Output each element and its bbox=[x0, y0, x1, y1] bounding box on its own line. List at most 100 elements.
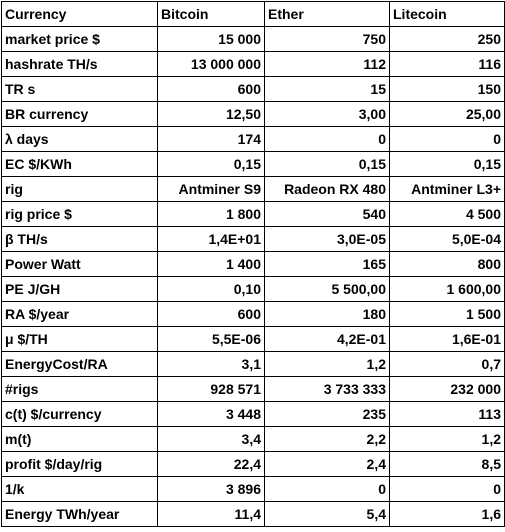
row-label-cell[interactable]: 1/k bbox=[1, 476, 158, 502]
value-cell[interactable]: 3,00 bbox=[264, 101, 390, 127]
value-cell[interactable]: 928 571 bbox=[157, 376, 265, 402]
value-cell[interactable]: 600 bbox=[157, 301, 265, 327]
value-cell[interactable]: 1 500 bbox=[389, 301, 505, 327]
value-cell[interactable]: 11,4 bbox=[157, 501, 265, 527]
value-cell[interactable]: 0 bbox=[389, 476, 505, 502]
value-cell[interactable]: 3,1 bbox=[157, 351, 265, 377]
value-cell[interactable]: 25,00 bbox=[389, 101, 505, 127]
value-cell[interactable]: 13 000 000 bbox=[157, 51, 265, 77]
value-cell[interactable]: 5,0E-04 bbox=[389, 226, 505, 252]
table-row: TR s 600 15 150 bbox=[1, 76, 505, 102]
value-cell[interactable]: 1 400 bbox=[157, 251, 265, 277]
table-row: β TH/s 1,4E+01 3,0E-05 5,0E-04 bbox=[1, 226, 505, 252]
value-cell[interactable]: Antminer L3+ bbox=[389, 176, 505, 202]
table-row: 1/k 3 896 0 0 bbox=[1, 476, 505, 502]
value-cell[interactable]: 180 bbox=[264, 301, 390, 327]
value-cell[interactable]: 22,4 bbox=[157, 451, 265, 477]
value-cell[interactable]: 3 896 bbox=[157, 476, 265, 502]
table-row: λ days 174 0 0 bbox=[1, 126, 505, 152]
row-label-cell[interactable]: rig price $ bbox=[1, 201, 158, 227]
row-label-cell[interactable]: PE J/GH bbox=[1, 276, 158, 302]
row-label-cell[interactable]: profit $/day/rig bbox=[1, 451, 158, 477]
row-label-cell[interactable]: μ $/TH bbox=[1, 326, 158, 352]
value-cell[interactable]: 12,50 bbox=[157, 101, 265, 127]
value-cell[interactable]: 8,5 bbox=[389, 451, 505, 477]
value-cell[interactable]: 0,10 bbox=[157, 276, 265, 302]
table-row: Energy TWh/year 11,4 5,4 1,6 bbox=[1, 501, 505, 527]
table-row: profit $/day/rig 22,4 2,4 8,5 bbox=[1, 451, 505, 477]
header-row: Currency Bitcoin Ether Litecoin bbox=[1, 1, 505, 27]
row-label-cell[interactable]: m(t) bbox=[1, 426, 158, 452]
header-cell-currency[interactable]: Currency bbox=[1, 1, 158, 27]
value-cell[interactable]: 15 bbox=[264, 76, 390, 102]
value-cell[interactable]: 2,2 bbox=[264, 426, 390, 452]
row-label-cell[interactable]: hashrate TH/s bbox=[1, 51, 158, 77]
value-cell[interactable]: 0 bbox=[264, 126, 390, 152]
table-row: RA $/year 600 180 1 500 bbox=[1, 301, 505, 327]
value-cell[interactable]: 750 bbox=[264, 26, 390, 52]
value-cell[interactable]: 800 bbox=[389, 251, 505, 277]
value-cell[interactable]: 2,4 bbox=[264, 451, 390, 477]
value-cell[interactable]: 0,7 bbox=[389, 351, 505, 377]
value-cell[interactable]: Antminer S9 bbox=[157, 176, 265, 202]
row-label-cell[interactable]: market price $ bbox=[1, 26, 158, 52]
value-cell[interactable]: 3,0E-05 bbox=[264, 226, 390, 252]
value-cell[interactable]: 5,4 bbox=[264, 501, 390, 527]
table-row: BR currency 12,50 3,00 25,00 bbox=[1, 101, 505, 127]
row-label-cell[interactable]: Power Watt bbox=[1, 251, 158, 277]
value-cell[interactable]: 150 bbox=[389, 76, 505, 102]
header-cell-litecoin[interactable]: Litecoin bbox=[389, 1, 505, 27]
value-cell[interactable]: 4 500 bbox=[389, 201, 505, 227]
row-label-cell[interactable]: EC $/KWh bbox=[1, 151, 158, 177]
row-label-cell[interactable]: EnergyCost/RA bbox=[1, 351, 158, 377]
row-label-cell[interactable]: Energy TWh/year bbox=[1, 501, 158, 527]
value-cell[interactable]: 0,15 bbox=[389, 151, 505, 177]
row-label-cell[interactable]: #rigs bbox=[1, 376, 158, 402]
value-cell[interactable]: 1 800 bbox=[157, 201, 265, 227]
table-row: rig Antminer S9 Radeon RX 480 Antminer L3+ bbox=[1, 176, 505, 202]
value-cell[interactable]: 232 000 bbox=[389, 376, 505, 402]
value-cell[interactable]: 0,15 bbox=[264, 151, 390, 177]
value-cell[interactable]: 1,2 bbox=[389, 426, 505, 452]
table-row: PE J/GH 0,10 5 500,00 1 600,00 bbox=[1, 276, 505, 302]
row-label-cell[interactable]: β TH/s bbox=[1, 226, 158, 252]
value-cell[interactable]: Radeon RX 480 bbox=[264, 176, 390, 202]
value-cell[interactable]: 112 bbox=[264, 51, 390, 77]
header-cell-bitcoin[interactable]: Bitcoin bbox=[157, 1, 265, 27]
value-cell[interactable]: 600 bbox=[157, 76, 265, 102]
table-row: c(t) $/currency 3 448 235 113 bbox=[1, 401, 505, 427]
value-cell[interactable]: 4,2E-01 bbox=[264, 326, 390, 352]
value-cell[interactable]: 5,5E-06 bbox=[157, 326, 265, 352]
value-cell[interactable]: 1,4E+01 bbox=[157, 226, 265, 252]
value-cell[interactable]: 116 bbox=[389, 51, 505, 77]
value-cell[interactable]: 165 bbox=[264, 251, 390, 277]
value-cell[interactable]: 3,4 bbox=[157, 426, 265, 452]
value-cell[interactable]: 0 bbox=[264, 476, 390, 502]
value-cell[interactable]: 0,15 bbox=[157, 151, 265, 177]
value-cell[interactable]: 235 bbox=[264, 401, 390, 427]
table-row: EC $/KWh 0,15 0,15 0,15 bbox=[1, 151, 505, 177]
value-cell[interactable]: 0 bbox=[389, 126, 505, 152]
row-label-cell[interactable]: λ days bbox=[1, 126, 158, 152]
row-label-cell[interactable]: TR s bbox=[1, 76, 158, 102]
row-label-cell[interactable]: rig bbox=[1, 176, 158, 202]
value-cell[interactable]: 1,6E-01 bbox=[389, 326, 505, 352]
value-cell[interactable]: 3 448 bbox=[157, 401, 265, 427]
row-label-cell[interactable]: RA $/year bbox=[1, 301, 158, 327]
value-cell[interactable]: 1,6 bbox=[389, 501, 505, 527]
value-cell[interactable]: 3 733 333 bbox=[264, 376, 390, 402]
value-cell[interactable]: 250 bbox=[389, 26, 505, 52]
value-cell[interactable]: 1 600,00 bbox=[389, 276, 505, 302]
table-row: EnergyCost/RA 3,1 1,2 0,7 bbox=[1, 351, 505, 377]
value-cell[interactable]: 540 bbox=[264, 201, 390, 227]
value-cell[interactable]: 113 bbox=[389, 401, 505, 427]
value-cell[interactable]: 5 500,00 bbox=[264, 276, 390, 302]
value-cell[interactable]: 174 bbox=[157, 126, 265, 152]
value-cell[interactable]: 1,2 bbox=[264, 351, 390, 377]
value-cell[interactable]: 15 000 bbox=[157, 26, 265, 52]
header-cell-ether[interactable]: Ether bbox=[264, 1, 390, 27]
row-label-cell[interactable]: c(t) $/currency bbox=[1, 401, 158, 427]
row-label-cell[interactable]: BR currency bbox=[1, 101, 158, 127]
